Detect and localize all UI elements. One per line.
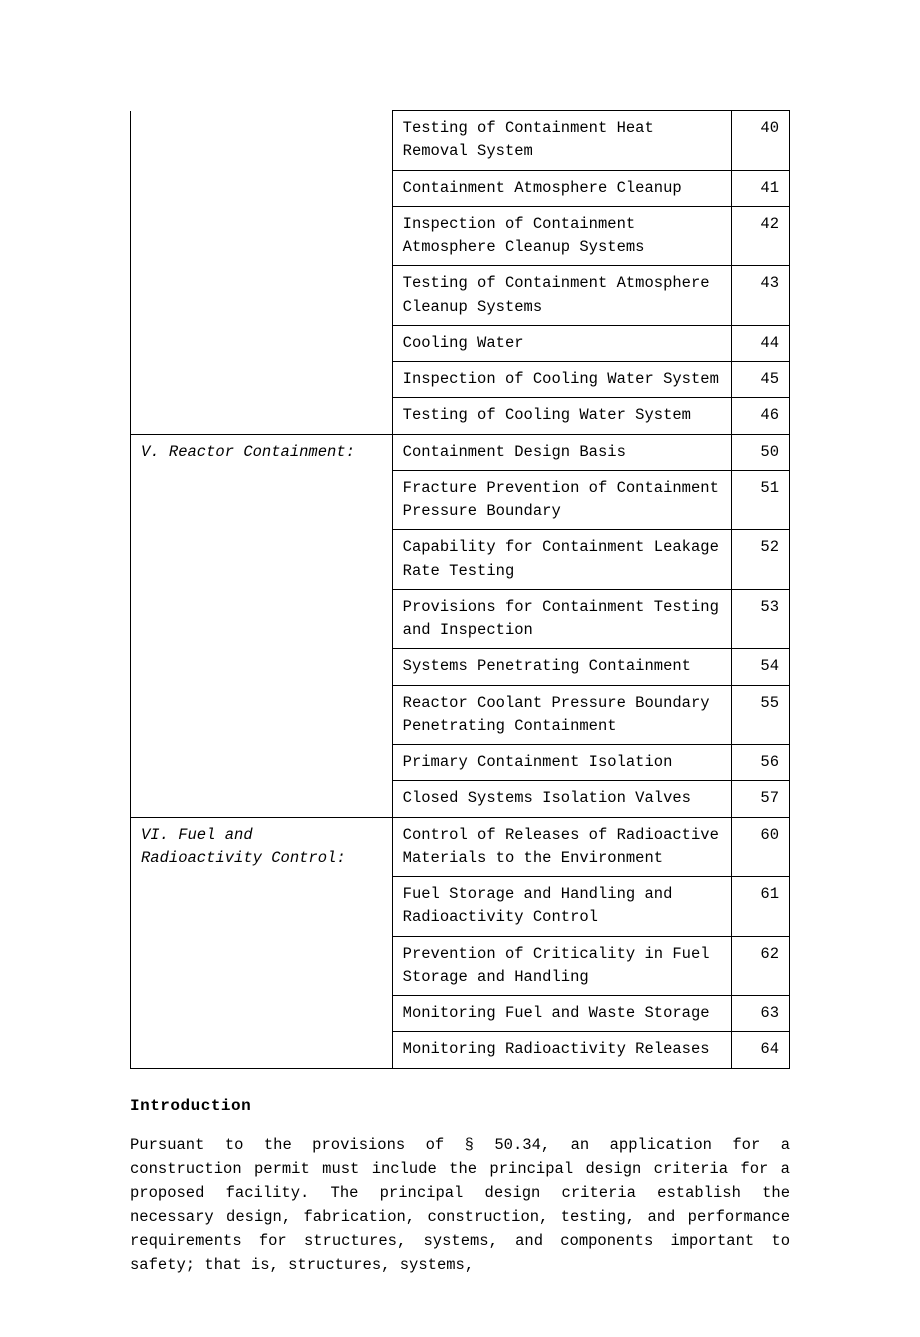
table-row: Cooling Water44: [131, 325, 790, 361]
table-row: Systems Penetrating Containment54: [131, 649, 790, 685]
number-cell: 64: [732, 1032, 790, 1068]
section-header-cell: [131, 266, 393, 326]
section-header-cell: [131, 781, 393, 817]
table-row: Fuel Storage and Handling and Radioactiv…: [131, 877, 790, 937]
table-row: Testing of Containment Atmosphere Cleanu…: [131, 266, 790, 326]
table-row: Inspection of Cooling Water System45: [131, 362, 790, 398]
table-row: Capability for Containment Leakage Rate …: [131, 530, 790, 590]
description-cell: Systems Penetrating Containment: [392, 649, 731, 685]
description-cell: Fracture Prevention of Containment Press…: [392, 470, 731, 530]
section-header-cell: [131, 685, 393, 745]
section-header-cell: [131, 111, 393, 171]
section-header-cell: [131, 362, 393, 398]
description-cell: Inspection of Containment Atmosphere Cle…: [392, 206, 731, 266]
description-cell: Monitoring Fuel and Waste Storage: [392, 996, 731, 1032]
number-cell: 43: [732, 266, 790, 326]
description-cell: Capability for Containment Leakage Rate …: [392, 530, 731, 590]
number-cell: 50: [732, 434, 790, 470]
description-cell: Testing of Containment Heat Removal Syst…: [392, 111, 731, 171]
description-cell: Testing of Containment Atmosphere Cleanu…: [392, 266, 731, 326]
number-cell: 55: [732, 685, 790, 745]
description-cell: Inspection of Cooling Water System: [392, 362, 731, 398]
section-header-cell: [131, 996, 393, 1032]
description-cell: Containment Atmosphere Cleanup: [392, 170, 731, 206]
table-row: Monitoring Radioactivity Releases64: [131, 1032, 790, 1068]
number-cell: 42: [732, 206, 790, 266]
section-header-cell: [131, 206, 393, 266]
table-row: Primary Containment Isolation56: [131, 745, 790, 781]
section-header-cell: VI. Fuel and Radioactivity Control:: [131, 817, 393, 877]
description-cell: Containment Design Basis: [392, 434, 731, 470]
table-row: Testing of Containment Heat Removal Syst…: [131, 111, 790, 171]
section-header-cell: [131, 936, 393, 996]
description-cell: Cooling Water: [392, 325, 731, 361]
number-cell: 56: [732, 745, 790, 781]
table-row: Testing of Cooling Water System46: [131, 398, 790, 434]
description-cell: Control of Releases of Radioactive Mater…: [392, 817, 731, 877]
table-row: Reactor Coolant Pressure Boundary Penetr…: [131, 685, 790, 745]
number-cell: 45: [732, 362, 790, 398]
section-header-cell: [131, 470, 393, 530]
description-cell: Testing of Cooling Water System: [392, 398, 731, 434]
number-cell: 60: [732, 817, 790, 877]
number-cell: 46: [732, 398, 790, 434]
description-cell: Fuel Storage and Handling and Radioactiv…: [392, 877, 731, 937]
section-header-cell: [131, 1032, 393, 1068]
section-header-cell: [131, 745, 393, 781]
number-cell: 63: [732, 996, 790, 1032]
table-row: Closed Systems Isolation Valves57: [131, 781, 790, 817]
description-cell: Monitoring Radioactivity Releases: [392, 1032, 731, 1068]
introduction-paragraph: Pursuant to the provisions of § 50.34, a…: [130, 1133, 790, 1277]
section-header-cell: [131, 170, 393, 206]
criteria-table: Testing of Containment Heat Removal Syst…: [130, 110, 790, 1069]
number-cell: 54: [732, 649, 790, 685]
table-row: Monitoring Fuel and Waste Storage63: [131, 996, 790, 1032]
description-cell: Closed Systems Isolation Valves: [392, 781, 731, 817]
section-header-cell: [131, 325, 393, 361]
number-cell: 61: [732, 877, 790, 937]
table-row: V. Reactor Containment:Containment Desig…: [131, 434, 790, 470]
section-header-cell: V. Reactor Containment:: [131, 434, 393, 470]
table-row: Fracture Prevention of Containment Press…: [131, 470, 790, 530]
description-cell: Reactor Coolant Pressure Boundary Penetr…: [392, 685, 731, 745]
description-cell: Primary Containment Isolation: [392, 745, 731, 781]
table-row: VI. Fuel and Radioactivity Control:Contr…: [131, 817, 790, 877]
section-header-cell: [131, 530, 393, 590]
description-cell: Provisions for Containment Testing and I…: [392, 589, 731, 649]
description-cell: Prevention of Criticality in Fuel Storag…: [392, 936, 731, 996]
section-header-cell: [131, 649, 393, 685]
number-cell: 53: [732, 589, 790, 649]
number-cell: 41: [732, 170, 790, 206]
table-row: Provisions for Containment Testing and I…: [131, 589, 790, 649]
table-row: Inspection of Containment Atmosphere Cle…: [131, 206, 790, 266]
section-header-cell: [131, 398, 393, 434]
number-cell: 40: [732, 111, 790, 171]
number-cell: 62: [732, 936, 790, 996]
section-header-cell: [131, 589, 393, 649]
number-cell: 44: [732, 325, 790, 361]
section-header-cell: [131, 877, 393, 937]
introduction-heading: Introduction: [130, 1097, 790, 1115]
table-row: Containment Atmosphere Cleanup41: [131, 170, 790, 206]
number-cell: 57: [732, 781, 790, 817]
number-cell: 52: [732, 530, 790, 590]
number-cell: 51: [732, 470, 790, 530]
table-row: Prevention of Criticality in Fuel Storag…: [131, 936, 790, 996]
